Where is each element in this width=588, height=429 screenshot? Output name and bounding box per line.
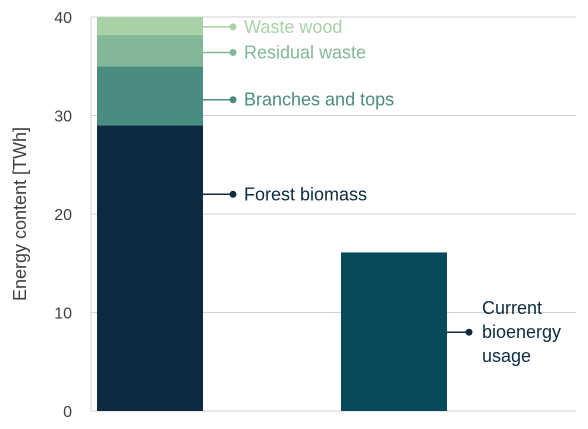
bar-segment-residual-waste	[97, 34, 203, 67]
y-axis-ticks: 0 10 20 30 40	[54, 10, 72, 421]
y-tick-label: 40	[54, 10, 72, 27]
series-label-text: Current	[482, 298, 542, 318]
series-label-text: bioenergy	[482, 322, 561, 342]
bar-segment-waste-wood	[97, 17, 203, 35]
leader-dot	[229, 190, 237, 198]
series-labels: Waste wood Residual waste Branches and top…	[203, 17, 561, 366]
series-label: Branches and tops	[203, 90, 394, 110]
series-label: Residual waste	[203, 42, 366, 62]
y-tick-label: 10	[54, 306, 72, 323]
series-label-text: Waste wood	[244, 17, 342, 37]
bars	[97, 17, 447, 411]
y-tick-label: 0	[63, 404, 72, 421]
series-label: Current bioenergy usage	[447, 298, 561, 366]
series-label: Waste wood	[203, 17, 342, 37]
series-label-text: Residual waste	[244, 42, 366, 62]
series-label: Forest biomass	[203, 184, 367, 204]
bar-segment-branches-and-tops	[97, 66, 203, 126]
leader-dot	[229, 23, 237, 31]
series-label-text: usage	[482, 346, 531, 366]
leader-dot	[229, 96, 237, 104]
leader-dot	[465, 328, 473, 336]
leader-dot	[229, 48, 237, 56]
y-axis-label: Energy content [TWh]	[10, 127, 30, 301]
bar-segment-forest-biomass	[97, 125, 203, 411]
y-tick-label: 20	[54, 207, 72, 224]
series-label-text: Branches and tops	[244, 90, 394, 110]
series-label-text: Forest biomass	[244, 184, 367, 204]
bar-segment-current-bioenergy-usage	[341, 252, 447, 411]
y-tick-label: 30	[54, 109, 72, 126]
